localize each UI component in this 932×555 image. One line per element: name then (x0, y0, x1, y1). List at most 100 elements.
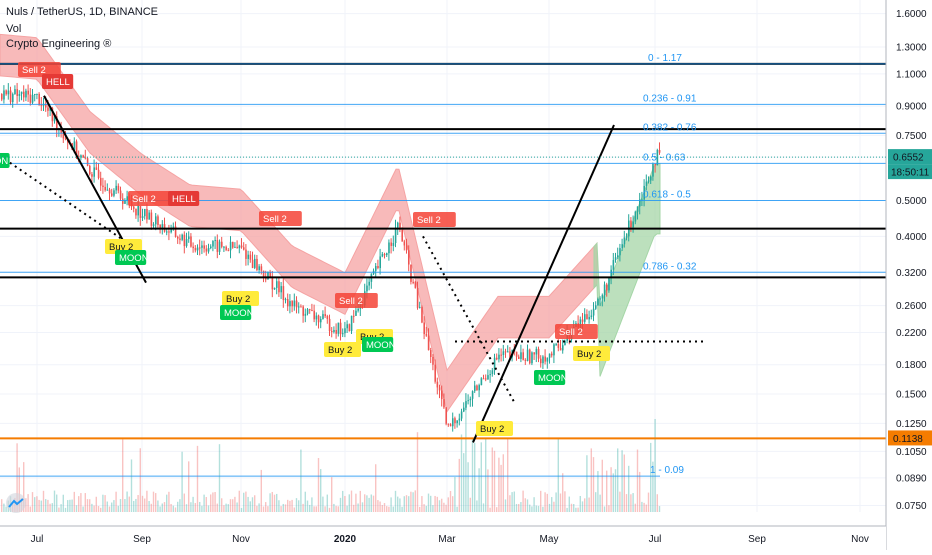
candle-body (293, 300, 296, 307)
candle-body (84, 157, 87, 159)
candle-body (474, 385, 476, 392)
volume-bar (511, 492, 513, 512)
candle-body (45, 103, 47, 108)
volume-bar (71, 499, 73, 512)
signal-box (413, 212, 456, 227)
volume-bar (243, 492, 245, 512)
candle-body (97, 169, 100, 178)
volume-bar (469, 497, 471, 512)
candle-body (322, 314, 324, 319)
candle-body (155, 216, 157, 225)
volume-bar (240, 507, 243, 512)
candle-body (188, 236, 190, 240)
volume-bar (529, 504, 531, 512)
candle-body (64, 138, 67, 140)
candle-body (236, 246, 238, 249)
volume-bar (148, 500, 150, 512)
volume-bar (84, 493, 86, 512)
time-tick-label: May (540, 534, 559, 545)
volume-bar (372, 495, 375, 512)
volume-bar (324, 506, 326, 512)
volume-bar (370, 494, 372, 512)
candle-body (350, 315, 353, 332)
signal-hell: HELL (168, 191, 200, 206)
volume-bar (137, 495, 139, 512)
volume-bar (498, 457, 500, 512)
volume-bar (155, 493, 157, 512)
volume-bar (436, 496, 438, 512)
volume-bar (339, 497, 342, 512)
candle-body (612, 260, 615, 270)
price-tick-label: 1.3000 (896, 42, 927, 53)
candle-body (339, 322, 342, 335)
candle-body (584, 314, 586, 322)
volume-bar (201, 505, 203, 512)
volume-bar (333, 503, 335, 512)
fib-label: 0 - 1.17 (648, 53, 682, 64)
candle-body (405, 245, 408, 251)
candle-body (300, 306, 302, 308)
candle-body (282, 286, 285, 301)
volume-bar (181, 451, 183, 512)
volume-bar (621, 450, 623, 512)
volume-bar (548, 503, 551, 512)
volume-bar (126, 491, 128, 512)
candle-body (29, 94, 32, 103)
candle-body (243, 247, 245, 250)
volume-bar (102, 494, 104, 512)
candle-body (260, 266, 263, 271)
candle-body (515, 351, 518, 357)
candle-body (185, 239, 188, 247)
candle-body (262, 270, 265, 278)
candle-body (137, 205, 139, 216)
volume-bar (34, 497, 36, 512)
signal-label: Buy 2 (480, 424, 504, 435)
volume-bar (643, 502, 645, 512)
candle-body (562, 345, 564, 351)
candle-body (645, 181, 648, 186)
candle-body (249, 254, 252, 260)
candle-body (388, 242, 390, 254)
candle-body (86, 158, 89, 166)
time-tick-label: Sep (133, 534, 151, 545)
candle-body (480, 378, 483, 386)
candle-body (658, 149, 661, 153)
volume-bar (196, 445, 199, 512)
candle-body (469, 398, 472, 401)
fib-label: 0.5 - 0.63 (643, 152, 686, 163)
candle-body (40, 104, 43, 106)
candle-body (436, 381, 439, 388)
current-price-badge (888, 149, 932, 165)
candle-body (78, 155, 80, 158)
volume-bar (335, 505, 337, 512)
volume-bar (49, 503, 51, 512)
signal-sell: Sell 2 (259, 211, 302, 226)
volume-bar (559, 493, 562, 512)
candle-body (251, 259, 254, 268)
volume-bar (628, 465, 630, 512)
signal-box (220, 305, 252, 320)
volume-bar (108, 506, 111, 512)
candle-body (410, 264, 412, 282)
volume-bar (416, 432, 419, 512)
candle-body (425, 334, 428, 336)
volume-bar (135, 498, 137, 512)
price-tick-label: 0.2200 (896, 328, 927, 339)
volume-bar (284, 504, 287, 512)
volume-bar (586, 455, 588, 512)
volume-bar (531, 506, 533, 512)
candle-body (278, 281, 280, 293)
signal-label: Sell 2 (417, 215, 441, 226)
volume-bar (25, 498, 27, 512)
volume-bar (489, 507, 491, 512)
candle-body (25, 90, 27, 98)
volume-bar (410, 491, 412, 512)
volume-bar (474, 442, 476, 512)
time-axis-bg (0, 526, 886, 550)
signal-label: MOON (224, 308, 254, 319)
volume-bar (254, 495, 256, 512)
volume-bar (346, 505, 348, 512)
